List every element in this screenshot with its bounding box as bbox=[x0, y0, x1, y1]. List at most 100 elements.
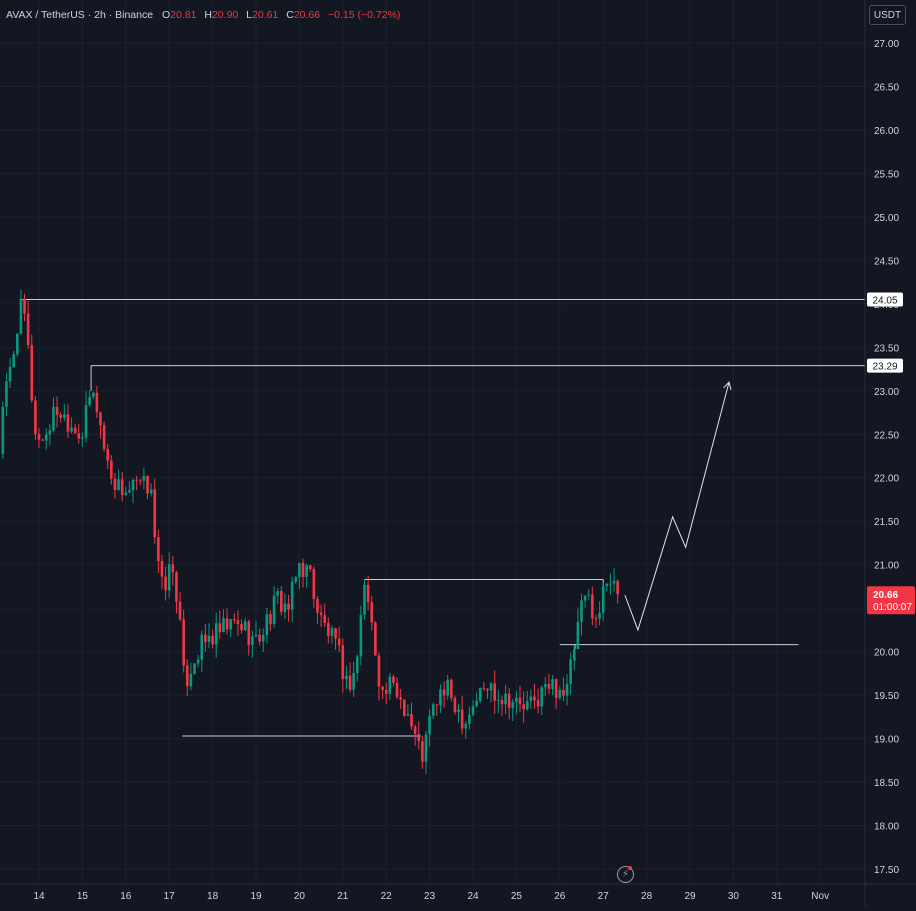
candle-body bbox=[486, 688, 489, 691]
candle bbox=[106, 444, 110, 470]
candle bbox=[243, 618, 247, 632]
candle bbox=[308, 564, 312, 572]
currency-button[interactable]: USDT bbox=[869, 5, 906, 25]
candle-body bbox=[569, 659, 572, 685]
candle-body bbox=[446, 679, 449, 696]
candle bbox=[334, 627, 337, 650]
candle bbox=[381, 685, 384, 700]
candle-body bbox=[337, 638, 341, 646]
candle-body bbox=[388, 676, 392, 694]
candle-body bbox=[175, 572, 178, 602]
candle bbox=[609, 573, 612, 595]
candle bbox=[222, 609, 225, 633]
level-price-tag bbox=[867, 292, 903, 307]
candle-body bbox=[319, 612, 323, 616]
candle bbox=[442, 681, 446, 708]
candle-body bbox=[377, 655, 381, 687]
candle-body bbox=[511, 702, 515, 708]
y-tick-label: 20.00 bbox=[874, 648, 899, 659]
candle bbox=[52, 397, 55, 433]
candle-body bbox=[424, 734, 428, 762]
candle-body bbox=[207, 635, 211, 642]
candle bbox=[366, 575, 370, 611]
y-tick-label: 18.00 bbox=[874, 822, 899, 833]
candle-body bbox=[392, 676, 395, 683]
lightning-icon[interactable]: ⚡ bbox=[617, 866, 634, 883]
symbol-legend: AVAX / TetherUS · 2h · Binance O20.81 H2… bbox=[6, 9, 405, 21]
candle-body bbox=[435, 704, 439, 706]
candle bbox=[359, 605, 363, 666]
candle bbox=[525, 690, 529, 711]
candle-body bbox=[587, 594, 591, 596]
candle bbox=[218, 610, 222, 639]
candle-body bbox=[341, 645, 345, 680]
candle bbox=[504, 685, 507, 715]
candle bbox=[497, 690, 500, 714]
y-tick-label: 22.00 bbox=[874, 474, 899, 485]
candle bbox=[269, 610, 272, 631]
candle-body bbox=[565, 684, 569, 696]
candle-body bbox=[609, 583, 612, 585]
candle bbox=[352, 661, 355, 698]
candle-body bbox=[580, 600, 583, 622]
candle bbox=[580, 593, 583, 636]
candle bbox=[189, 662, 193, 691]
candle-body bbox=[12, 354, 15, 367]
candle bbox=[110, 455, 113, 485]
candle-body bbox=[23, 299, 26, 314]
candle-body bbox=[222, 618, 225, 633]
candle bbox=[8, 358, 12, 388]
candle-body bbox=[522, 704, 525, 710]
candle-body bbox=[450, 679, 453, 698]
candle-body bbox=[421, 741, 424, 762]
candle bbox=[468, 706, 471, 730]
y-tick-label: 19.00 bbox=[874, 735, 899, 746]
candle bbox=[457, 703, 460, 723]
candle bbox=[200, 630, 204, 673]
candle-body bbox=[489, 683, 493, 691]
candle bbox=[587, 589, 591, 600]
candle-body bbox=[460, 709, 464, 729]
candle-body bbox=[395, 682, 399, 698]
candle bbox=[131, 478, 135, 504]
candle bbox=[66, 404, 70, 438]
candle bbox=[167, 552, 171, 598]
candle-body bbox=[413, 726, 417, 734]
candle-body bbox=[428, 715, 431, 735]
candle-body bbox=[363, 584, 366, 615]
level-price-tag bbox=[867, 358, 903, 373]
candle-body bbox=[5, 381, 8, 407]
x-tick-label: 21 bbox=[337, 891, 349, 902]
candle bbox=[327, 617, 330, 644]
candle-body bbox=[497, 699, 500, 701]
candle bbox=[388, 672, 392, 700]
candle bbox=[124, 486, 128, 496]
candle-body bbox=[283, 603, 287, 612]
candle bbox=[384, 682, 388, 704]
candle bbox=[533, 683, 536, 709]
candle-body bbox=[146, 475, 149, 494]
candle bbox=[392, 674, 395, 687]
open-label: O bbox=[162, 9, 171, 21]
candle-body bbox=[525, 701, 529, 710]
candle bbox=[421, 736, 424, 769]
candle-body bbox=[1, 406, 5, 454]
candle bbox=[233, 613, 236, 624]
candle-body bbox=[269, 614, 272, 624]
candle-body bbox=[330, 628, 334, 636]
x-tick-label: 16 bbox=[120, 891, 132, 902]
candle-body bbox=[544, 683, 547, 688]
candle-body bbox=[77, 433, 81, 439]
candle-body bbox=[359, 614, 363, 657]
candle bbox=[601, 582, 605, 621]
y-tick-label: 23.00 bbox=[874, 387, 899, 398]
candle bbox=[431, 702, 435, 720]
candle bbox=[30, 334, 34, 403]
candle-body bbox=[135, 479, 138, 481]
candle bbox=[565, 674, 569, 706]
candle bbox=[605, 582, 609, 592]
candle bbox=[5, 373, 8, 416]
candle-body bbox=[475, 700, 478, 707]
